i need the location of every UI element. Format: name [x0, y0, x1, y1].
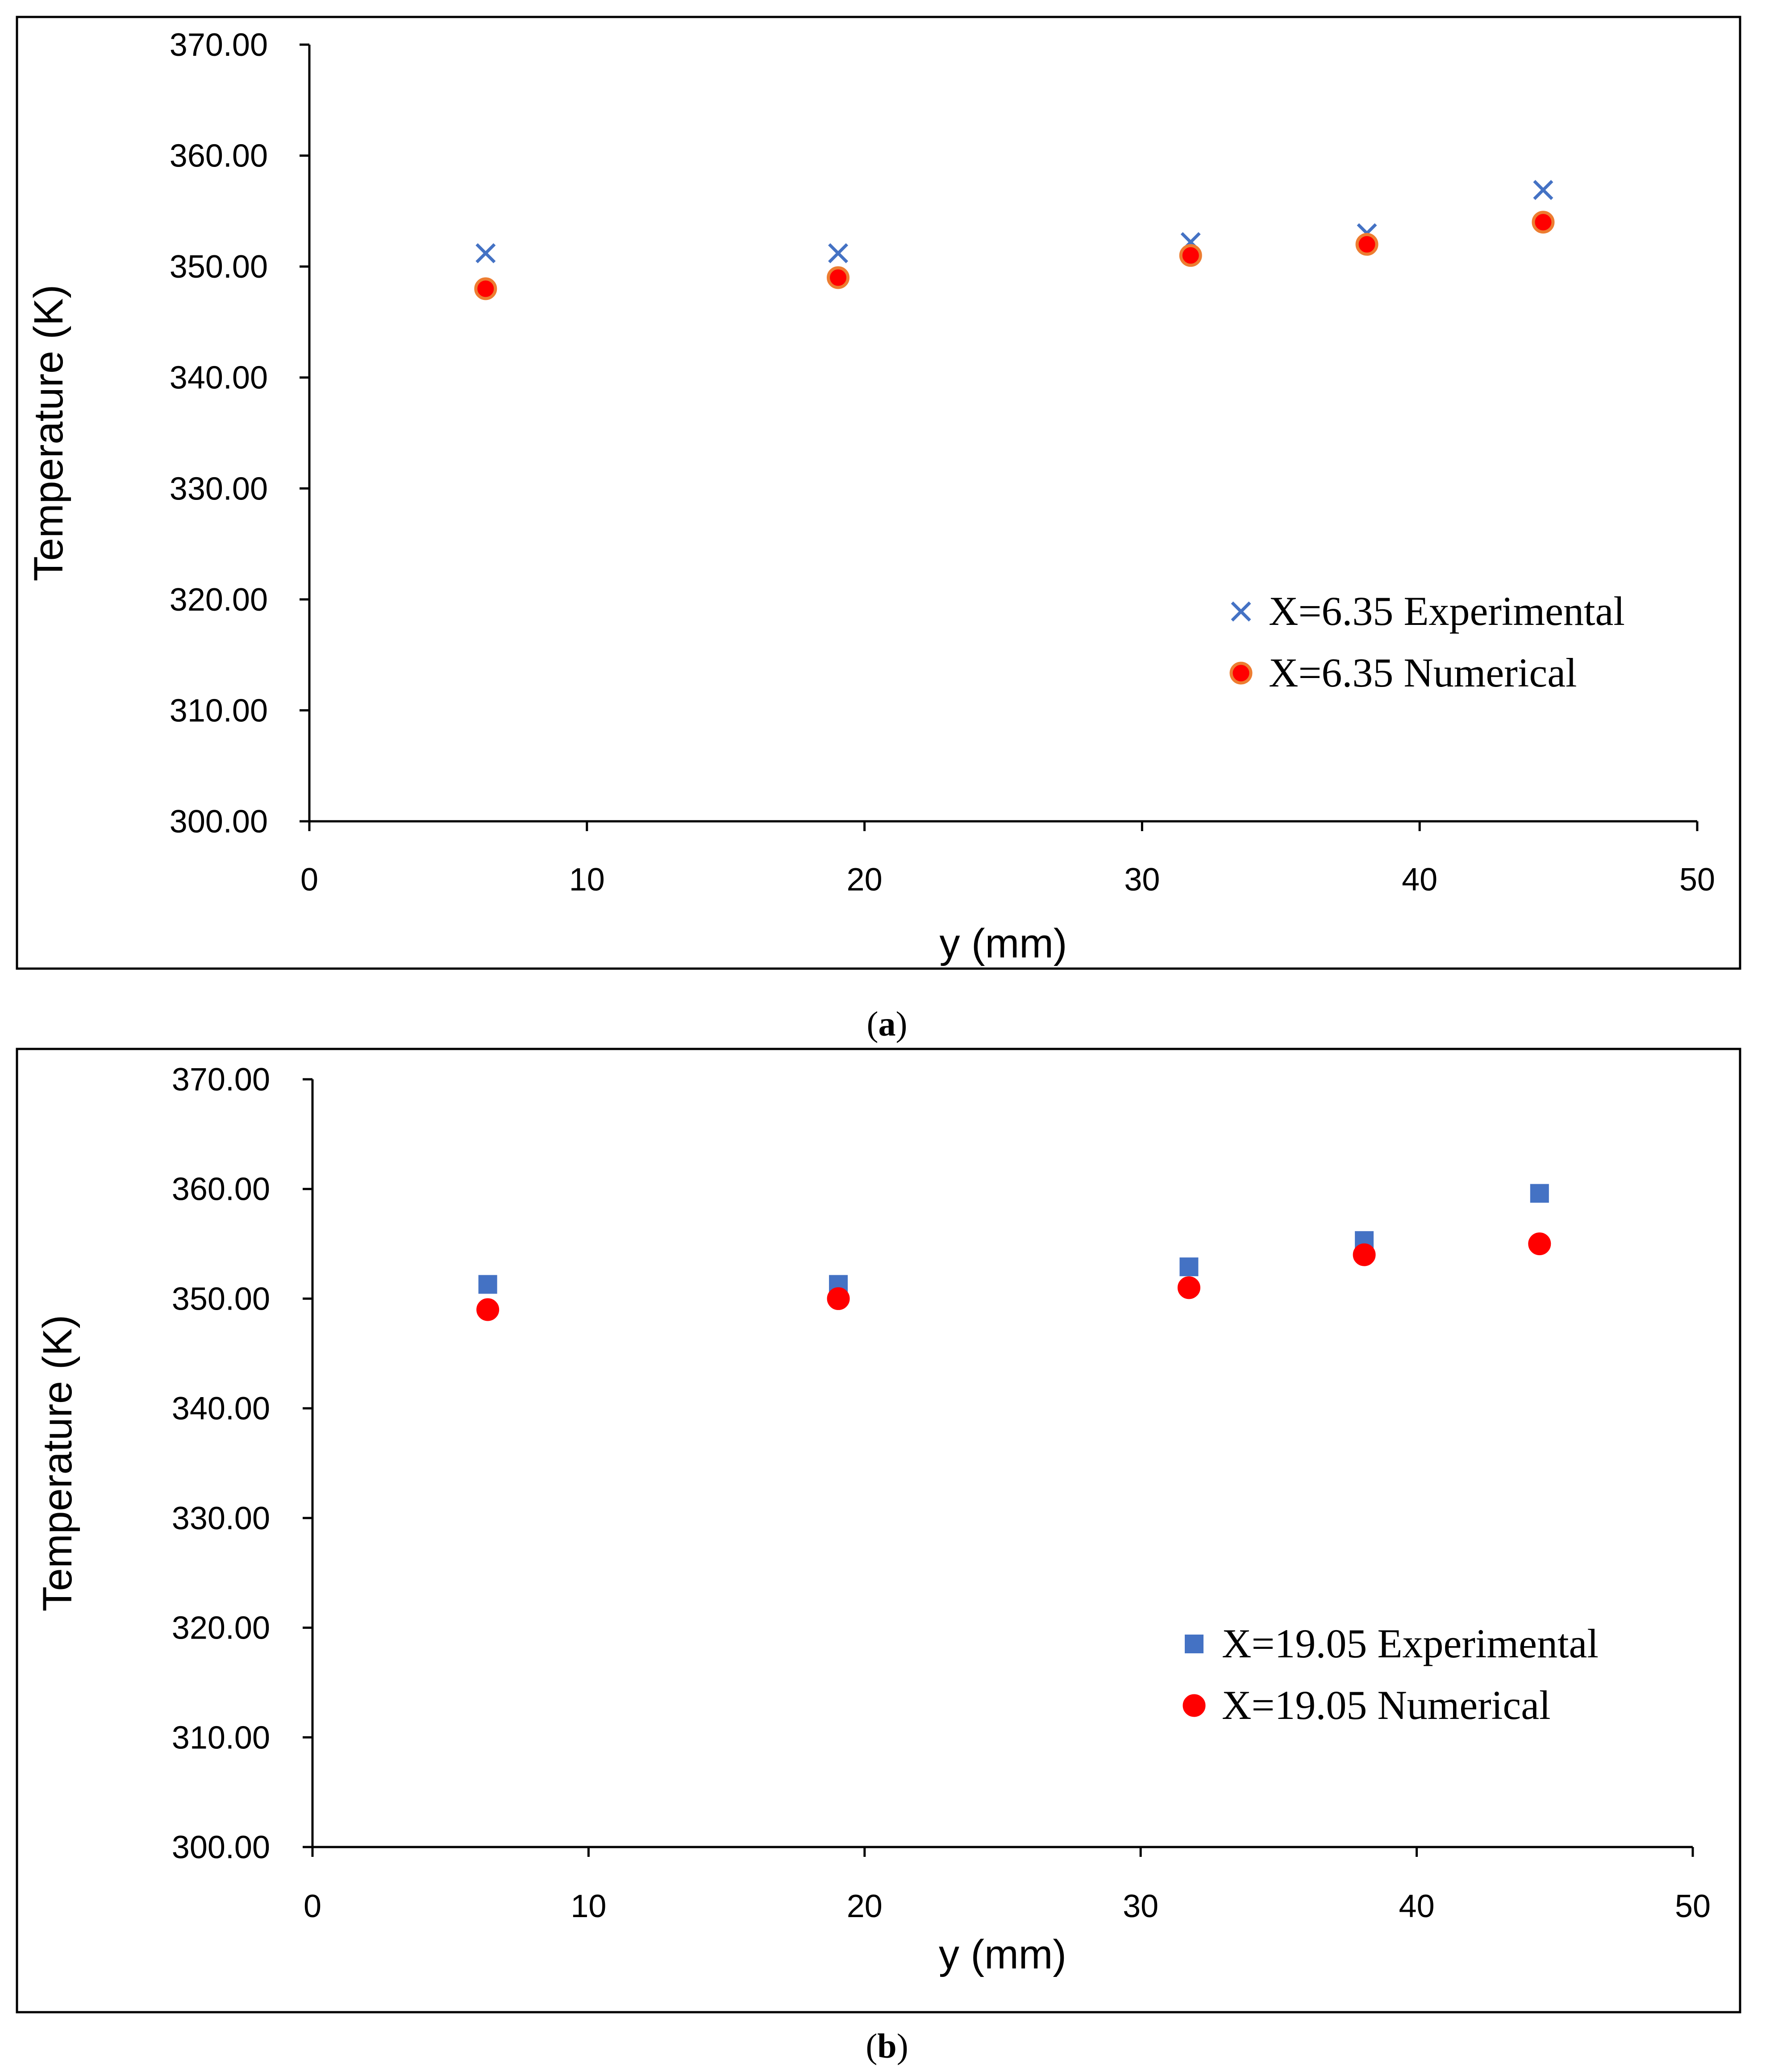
chart-frame [16, 16, 1741, 970]
data-point [828, 243, 849, 263]
data-point [1532, 211, 1555, 234]
x-tick-label: 50 [1675, 1889, 1711, 1924]
y-tick-label: 350.00 [172, 1281, 270, 1317]
chart-frame [16, 1048, 1741, 2014]
legend: X=6.35 Experimental X=6.35 Numerical [1229, 588, 1625, 695]
x-tick-label: 10 [569, 862, 605, 898]
data-point [827, 266, 850, 289]
y-tick-label: 360.00 [170, 138, 268, 174]
data-point [1528, 1232, 1551, 1256]
y-tick-label: 330.00 [170, 471, 268, 507]
x-tick-label: 40 [1402, 862, 1437, 898]
x-tick-label: 30 [1124, 862, 1160, 898]
y-axis-label: Temperature (K) [35, 1315, 80, 1612]
data-point [1355, 233, 1378, 256]
x-tick-label: 0 [300, 862, 318, 898]
x-tick-label: 20 [847, 1889, 883, 1924]
panel-caption: (a) [867, 1004, 908, 1043]
legend-marker [1231, 601, 1251, 622]
x-axis-label: y (mm) [939, 921, 1067, 966]
y-tick-label: 300.00 [172, 1830, 270, 1865]
data-point [1533, 180, 1553, 200]
y-tick-label: 340.00 [170, 360, 268, 396]
data-point [1179, 244, 1202, 267]
y-tick-label: 320.00 [170, 582, 268, 618]
y-tick-label: 330.00 [172, 1501, 270, 1536]
series-2 [474, 211, 1555, 300]
legend-label: X=19.05 Experimental [1222, 1621, 1599, 1666]
x-tick-label: 0 [304, 1889, 321, 1924]
data-point [1530, 1184, 1549, 1203]
legend-marker [1183, 1694, 1206, 1717]
x-axis-label: y (mm) [939, 1932, 1066, 1977]
y-axis-label: Temperature (K) [26, 285, 71, 582]
data-point [1179, 1257, 1199, 1277]
y-tick-label: 320.00 [172, 1610, 270, 1646]
x-tick-label: 10 [571, 1889, 606, 1924]
data-point [478, 1275, 497, 1294]
chart-panel-a: 300.00 310.00 320.00 330.00 340.00 350.00 360.… [16, 16, 1741, 1043]
legend-marker [1185, 1635, 1203, 1653]
panel-caption: (b) [866, 2026, 908, 2065]
x-tick-label: 40 [1399, 1889, 1435, 1924]
y-tick-label: 350.00 [170, 249, 268, 285]
y-tick-label: 310.00 [172, 1720, 270, 1756]
x-tick-label: 50 [1679, 862, 1715, 898]
data-point [827, 1287, 850, 1310]
legend: X=19.05 Experimental X=19.05 Numerical [1183, 1621, 1599, 1728]
data-point [1353, 1243, 1376, 1266]
x-tick-label: 20 [847, 862, 883, 898]
y-tick-label: 370.00 [172, 1062, 270, 1098]
y-tick-label: 340.00 [172, 1391, 270, 1427]
legend-label: X=6.35 Experimental [1269, 588, 1625, 634]
y-tick-label: 310.00 [170, 693, 268, 728]
x-tick-label: 30 [1123, 1889, 1158, 1924]
y-tick-label: 360.00 [172, 1172, 270, 1207]
legend-label: X=6.35 Numerical [1269, 650, 1577, 695]
data-point [1177, 1276, 1200, 1299]
legend-label: X=19.05 Numerical [1222, 1682, 1551, 1728]
data-point [475, 243, 496, 263]
series-2 [476, 1232, 1551, 1321]
chart-panel-b: 300.00 310.00 320.00 330.00 340.00 350.00 360.… [16, 1048, 1741, 2065]
y-tick-label: 300.00 [170, 804, 268, 840]
y-tick-label: 370.00 [170, 27, 268, 63]
data-point [476, 1298, 500, 1321]
legend-marker [1229, 662, 1253, 685]
data-point [474, 277, 497, 300]
